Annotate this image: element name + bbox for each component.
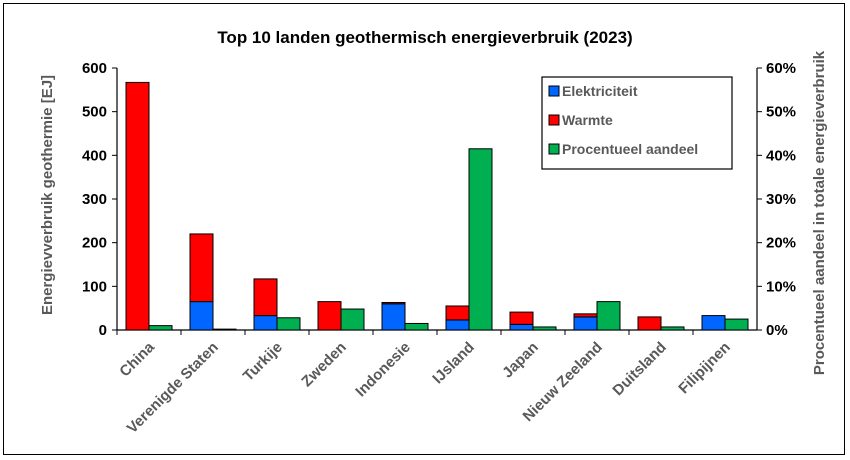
chart-title: Top 10 landen geothermisch energieverbru…	[217, 28, 632, 47]
bar-warmte	[125, 81, 150, 331]
bar-procentueel-aandeel	[276, 317, 301, 331]
bar-warmte	[253, 278, 278, 317]
legend-label: Elektriciteit	[562, 83, 638, 99]
legend-swatch	[548, 143, 560, 155]
bar-elektriciteit	[189, 301, 214, 331]
bar-elektriciteit	[573, 316, 598, 331]
bar-procentueel-aandeel	[148, 325, 173, 331]
bar-warmte	[381, 301, 406, 305]
y2-tick-label: 40%	[766, 147, 796, 164]
x-tick-label: Zweden	[298, 339, 350, 391]
bar-warmte	[573, 313, 598, 318]
y2-tick-label: 10%	[766, 278, 796, 295]
bar-procentueel-aandeel	[596, 301, 621, 331]
x-tick-label: Turkije	[240, 339, 286, 385]
y2-tick-label: 60%	[766, 60, 796, 77]
bar-procentueel-aandeel	[468, 148, 493, 331]
x-tick-label: Japan	[499, 339, 542, 382]
bar-elektriciteit	[381, 303, 406, 331]
bar-elektriciteit	[445, 319, 470, 331]
y-tick-label: 600	[82, 60, 107, 77]
bar-warmte	[445, 305, 470, 321]
legend-box	[541, 76, 733, 170]
y-tick-label: 500	[82, 104, 107, 121]
bar-procentueel-aandeel	[724, 318, 749, 331]
y2-tick-label: 0%	[766, 322, 788, 339]
legend: Elektriciteit Warmte Procentueel aandeel	[541, 76, 733, 170]
bar-warmte	[317, 301, 342, 331]
x-tick-label: Indonesie	[352, 339, 414, 401]
legend-swatch	[548, 85, 560, 97]
bar-procentueel-aandeel	[532, 326, 557, 331]
y2-axis-label: Procentueel aandeel in totale energiever…	[811, 50, 828, 375]
x-tick-label: China	[116, 338, 158, 380]
bar-procentueel-aandeel	[404, 322, 429, 331]
bar-warmte	[509, 311, 534, 325]
legend-label: Warmte	[562, 112, 613, 128]
legend-swatch	[548, 114, 560, 126]
plot-area: 0 100 200 300 400 500 600 0% 10% 20% 30% 40% 50% 60% C…	[82, 60, 796, 437]
bar-warmte	[637, 316, 662, 331]
y-tick-label: 0	[99, 322, 107, 339]
bar-procentueel-aandeel	[212, 328, 237, 331]
legend-label: Procentueel aandeel	[562, 141, 698, 157]
y-tick-label: 300	[82, 191, 107, 208]
y2-tick-label: 20%	[766, 235, 796, 252]
x-tick-label: Filipijnen	[675, 339, 734, 398]
y-tick-label: 200	[82, 235, 107, 252]
x-tick-label: Duitsland	[609, 339, 669, 399]
y-tick-label: 400	[82, 147, 107, 164]
bar-procentueel-aandeel	[660, 326, 685, 331]
bar-procentueel-aandeel	[340, 308, 365, 331]
y2-tick-label: 30%	[766, 191, 796, 208]
y-tick-label: 100	[82, 278, 107, 295]
bar-elektriciteit	[509, 323, 534, 331]
bar-warmte	[189, 233, 214, 303]
y2-tick-label: 50%	[766, 104, 796, 121]
y-axis-label: Energievverbruik geothermie [EJ]	[39, 75, 56, 315]
x-tick-label: IJsland	[429, 339, 478, 388]
bar-elektriciteit	[701, 315, 726, 331]
bar-elektriciteit	[253, 315, 278, 331]
